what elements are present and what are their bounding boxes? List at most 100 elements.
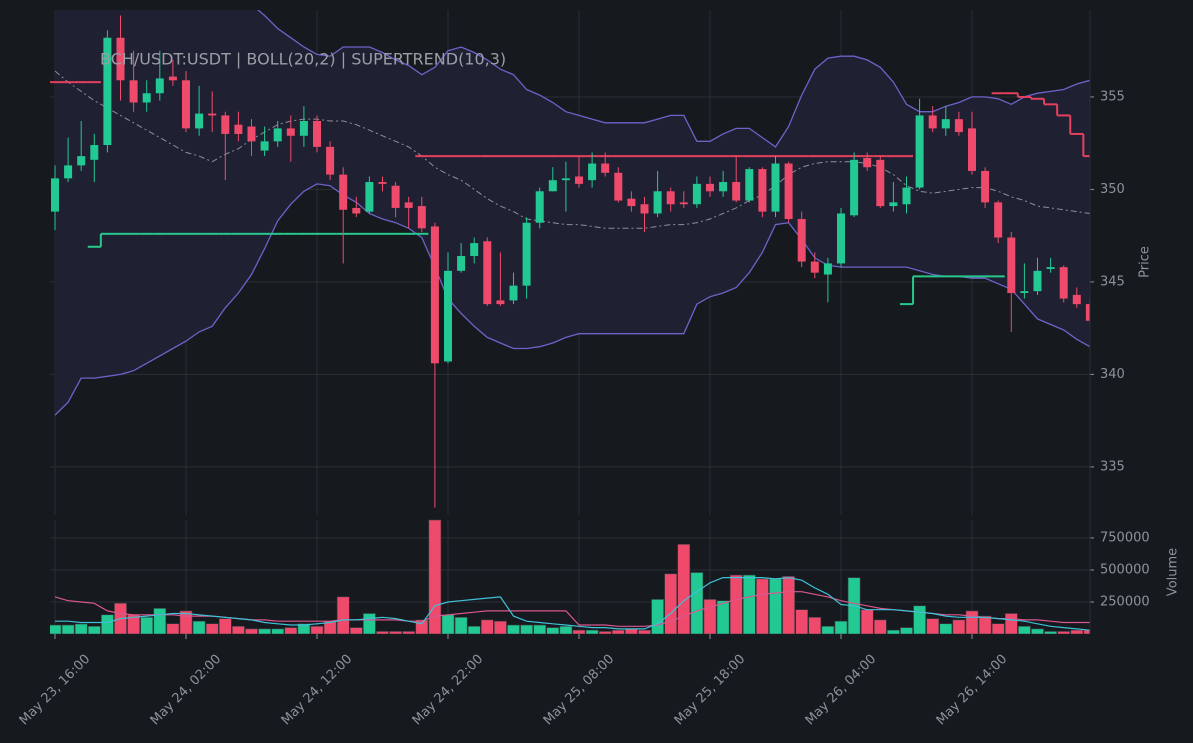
volume-bar [74,623,88,634]
candle-body [863,157,872,168]
candle-body [614,172,623,201]
candle-body [902,187,911,205]
volume-bar [625,628,638,634]
y-tick-label: 350 [1100,182,1125,197]
volume-bar [376,631,389,634]
volume-bar [677,544,691,634]
candle-body [182,80,190,129]
volume-bar [192,620,206,634]
volume-bar [664,573,678,634]
volume-bar [271,628,285,634]
volume-bar [572,629,586,634]
candle-body [430,226,439,364]
candle-body [234,124,243,134]
candle-body [339,174,348,210]
candle-body [548,180,557,192]
candle-body [1020,291,1029,294]
volume-bar [1057,631,1071,634]
candle-body [758,169,767,212]
volume-bar [428,519,442,634]
volume-bar [441,614,455,634]
candle-body [470,243,479,257]
volume-bar [585,629,599,634]
volume-bar [1031,628,1044,634]
volume-bar [284,627,298,634]
volume-bar [336,596,350,634]
volume-bar [1070,629,1084,634]
candle-body [889,202,898,207]
candle-body [457,256,466,271]
volume-average [55,576,1090,631]
candle-body [850,159,859,216]
y-tick-label: 335 [1100,459,1125,474]
candle-body [116,37,125,81]
band-upper [257,10,1090,148]
candle-body [797,219,806,262]
volume-bar [769,578,782,634]
candle-body [90,145,99,160]
volume-bar [507,624,520,634]
volume-bar [310,626,324,634]
price-panel [50,10,1090,515]
candle-body [77,156,86,166]
candle-body [365,182,374,212]
candle-body [640,204,649,214]
candle-body [378,182,387,184]
candle-body [653,191,662,214]
volume-bar [1004,613,1018,634]
candle-body [129,80,138,103]
volume-bar [729,574,743,634]
candle-body [784,163,793,220]
volume-bar [494,620,507,634]
candle-body [168,76,177,81]
volume-bar [1018,626,1031,634]
volume-bar [651,599,664,634]
candle-body [1059,267,1068,299]
candle-body [981,170,990,203]
candle-body [326,146,335,175]
volume-bar [952,619,966,634]
candle-body [1046,267,1055,269]
candle-body [195,113,204,129]
candle-body [771,163,780,212]
candle-body [103,37,112,146]
candle-body [823,263,832,275]
candle-body [588,163,597,181]
band-fill [55,10,1090,416]
candle-body [404,202,413,208]
volume-bar [61,624,75,634]
candle-body [391,185,400,208]
volume-bar [87,626,101,634]
volume-bar [205,623,219,634]
volume-bar [978,615,992,634]
volume-bar [808,617,822,634]
volume-bar [533,624,547,634]
candle-body [444,270,452,362]
volume-bar [926,618,940,634]
candle-body [575,176,583,184]
candle-body [745,169,754,201]
candle-body [51,178,59,212]
volume-bar [363,613,376,634]
volume-bar [559,626,573,634]
volume-panel [50,519,1090,634]
candle-body [627,198,636,207]
volume-bar [860,609,874,634]
candle-body [941,119,950,129]
volume-bar [873,619,887,634]
candle-body [260,141,269,151]
candle-body [732,182,741,201]
candle-body [692,183,701,205]
volume-bar [716,600,730,634]
candle-body [299,120,308,136]
candle-body [208,113,217,116]
volume-bar [795,609,809,634]
candle-body [64,165,73,179]
candle-body [954,119,963,133]
candle-body [417,206,426,229]
candle-body [666,191,675,205]
candle-body [928,115,937,129]
candle-body [286,128,295,136]
